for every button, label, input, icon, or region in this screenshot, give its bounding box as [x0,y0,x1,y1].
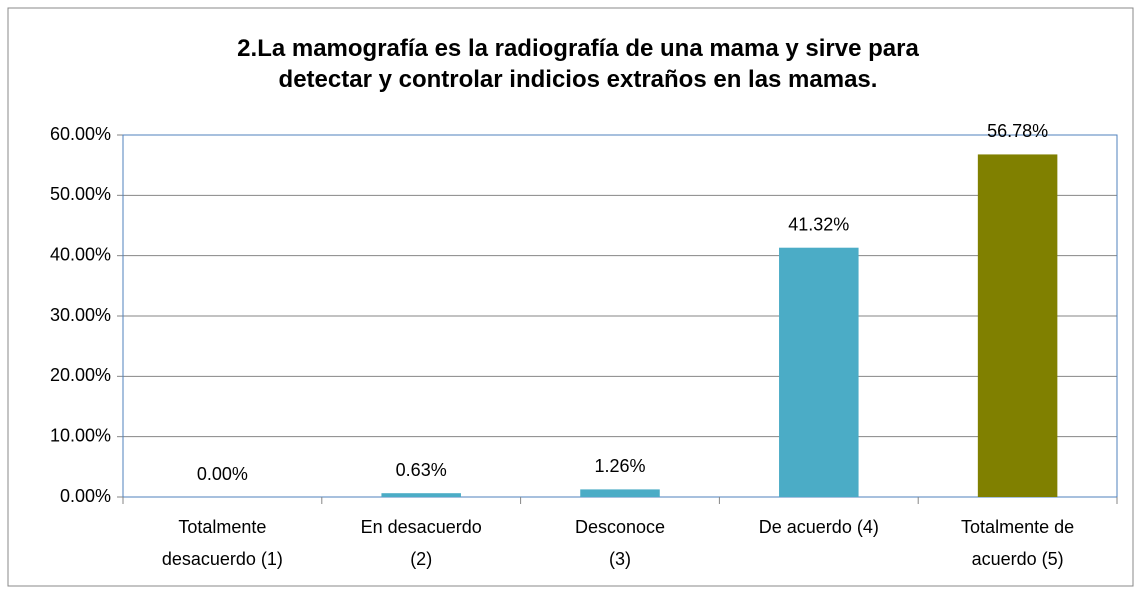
x-tick-label: De acuerdo (4) [759,517,879,537]
chart-frame [7,7,1134,587]
bar [977,154,1058,497]
y-tick-label: 50.00% [50,184,111,204]
y-tick-label: 40.00% [50,244,111,264]
value-label: 56.78% [987,121,1048,141]
value-label: 1.26% [594,456,645,476]
y-tick-label: 10.00% [50,425,111,445]
x-tick-label: Desconoce (3) [575,517,665,569]
bar [580,489,660,497]
chart-title: 2.La mamografía es la radiografía de una… [237,35,919,93]
y-tick-label: 30.00% [50,305,111,325]
value-label: 0.63% [396,460,447,480]
y-tick-label: 60.00% [50,124,111,144]
x-tick-label: Totalmente desacuerdo (1) [162,517,283,569]
value-label: 0.00% [197,464,248,484]
y-tick-label: 20.00% [50,365,111,385]
x-tick-label: Totalmente de acuerdo (5) [961,517,1074,569]
y-tick-label: 0.00% [60,486,111,506]
value-label: 41.32% [788,214,849,234]
x-tick-label: En desacuerdo (2) [361,517,482,569]
bar [381,493,461,497]
bar [779,247,859,497]
